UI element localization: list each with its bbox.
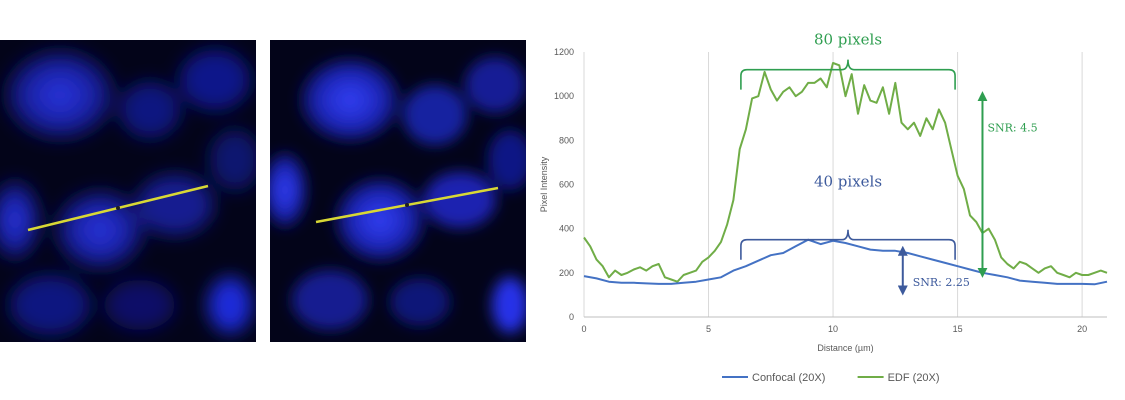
micrograph-confocal: [0, 40, 256, 342]
chart-series: [583, 62, 1108, 286]
chart-grid: [583, 52, 1083, 317]
micrograph-edf-canvas: [270, 57, 526, 333]
edf-width-label: 80 pixels: [814, 30, 882, 48]
chart-legend: Confocal (20X) EDF (20X): [722, 372, 940, 384]
intensity-profile-chart: 0 200 400 600 800 1000 1200 0 5 10 15 20 80 pixels…: [539, 30, 1108, 384]
y-tick-label-800: 800: [559, 135, 574, 145]
chart-annotations: 80 pixels 40 pixels SNR: 4.5 SNR: 2.25: [740, 30, 1038, 296]
x-tick-label-20: 20: [1077, 324, 1087, 334]
series-line-confocal-20x: [583, 238, 1108, 286]
x-tick-label-5: 5: [706, 324, 711, 334]
x-axis-title: Distance (µm): [817, 343, 873, 353]
y-tick-label-200: 200: [559, 268, 574, 278]
edf-snr-label: SNR: 4.5: [987, 122, 1037, 135]
legend-label-edf-20x: EDF (20X): [888, 372, 940, 384]
series-line-edf-20x: [583, 62, 1108, 283]
y-tick-label-600: 600: [559, 180, 574, 190]
profile-line-midpoint: [116, 206, 120, 210]
x-tick-label-0: 0: [581, 324, 586, 334]
y-tick-label-0: 0: [569, 312, 574, 322]
profile-line-midpoint: [405, 203, 409, 207]
nuclei-cluster: [0, 50, 256, 335]
nuclei-cluster: [270, 57, 526, 333]
y-axis-ticks: 0 200 400 600 800 1000 1200: [554, 47, 574, 322]
micrograph-edf: [270, 40, 526, 342]
legend-label-confocal-20x: Confocal (20X): [752, 372, 825, 384]
x-tick-label-10: 10: [828, 324, 838, 334]
y-tick-label-400: 400: [559, 224, 574, 234]
y-axis-title: Pixel Intensity: [539, 156, 549, 212]
y-tick-label-1200: 1200: [554, 47, 574, 57]
micrograph-confocal-canvas: [0, 50, 256, 335]
y-tick-label-1000: 1000: [554, 91, 574, 101]
x-axis-ticks: 0 5 10 15 20: [581, 324, 1087, 334]
edf-width-brace: [740, 59, 956, 90]
confocal-width-label: 40 pixels: [814, 173, 882, 191]
confocal-snr-label: SNR: 2.25: [913, 276, 970, 289]
x-tick-label-15: 15: [953, 324, 963, 334]
